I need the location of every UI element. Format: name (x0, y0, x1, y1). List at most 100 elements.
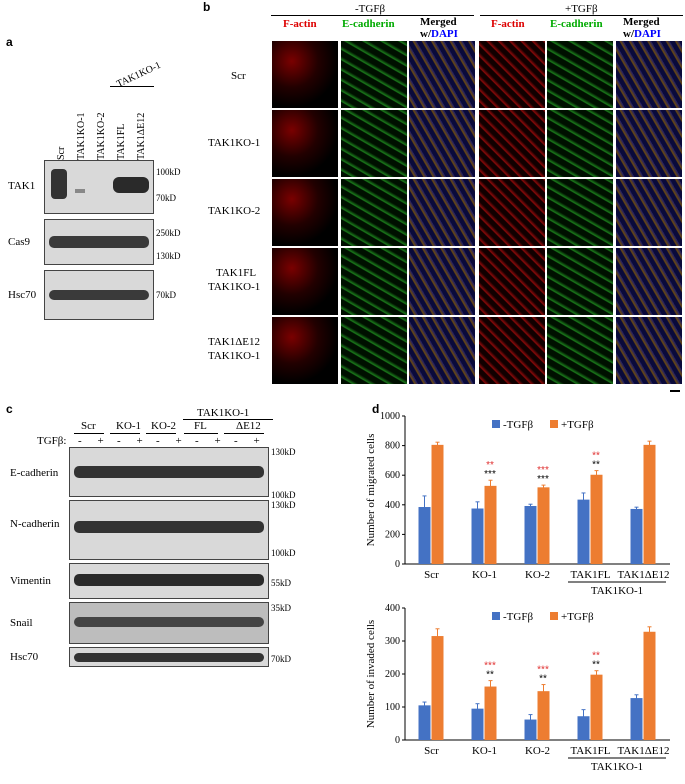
bar (577, 716, 590, 740)
c-tgf-sign: + (175, 435, 182, 447)
bar (630, 698, 643, 740)
bar (484, 485, 497, 564)
significance-red: *** (537, 465, 549, 476)
micrograph-tile (271, 109, 339, 178)
row-label-ko1: TAK1KO-1 (208, 137, 261, 149)
c-sign-row: - + - + - + - + - + (70, 435, 270, 449)
micrograph-tile (271, 40, 339, 109)
panel-label-b: b (203, 0, 211, 14)
group-label: TAK1KO-1 (591, 761, 643, 773)
significance-black: ** (539, 674, 547, 685)
micrograph-tile (408, 247, 477, 316)
chart-invaded: 0 100 200 300 400 Number of invaded cells -TGF… (365, 603, 670, 773)
c-group-ko1: KO-1 (116, 420, 142, 432)
blot-hsc70 (44, 270, 154, 320)
lane-label-tak1ko2: TAK1KO-2 (96, 112, 107, 160)
y-tick-label: 600 (385, 470, 400, 481)
panel-label-d: d (372, 402, 380, 416)
c-group-ko2: KO-2 (151, 420, 177, 432)
bar (418, 705, 431, 740)
blot-hsc70-c (69, 647, 269, 667)
micrograph-tile (339, 247, 408, 316)
c-mw-100: 100kD (271, 490, 296, 500)
micrograph-grid (271, 40, 683, 385)
bar (577, 499, 590, 564)
c-group-fl: FL (194, 420, 207, 432)
c-mw-35: 35kD (271, 603, 291, 613)
x-tick-label: KO-2 (525, 745, 550, 757)
col-factin-1: F-actin (283, 18, 317, 30)
x-tick-label: TAK1FL (570, 745, 610, 757)
micrograph-tile (546, 40, 615, 109)
col-merged-2-dapi: w/DAPI (623, 28, 661, 40)
c-line-1 (74, 433, 104, 434)
mw-70kd: 70kD (156, 193, 176, 203)
x-tick-label: Scr (424, 745, 439, 757)
c-tgf-sign: - (78, 435, 82, 447)
micrograph-tile (615, 178, 683, 247)
c-row-ncadherin: N-cadherin (10, 518, 60, 530)
c-line-4 (184, 433, 218, 434)
bar (524, 505, 537, 564)
c-tgf-sign: - (195, 435, 199, 447)
x-tick-label: KO-2 (525, 569, 550, 581)
bar (524, 719, 537, 740)
lane-label-scr: Scr (56, 146, 67, 160)
y-tick-label: 200 (385, 669, 400, 680)
row-label-fl-ko1: TAK1KO-1 (208, 281, 261, 293)
micrograph-tile (477, 178, 546, 247)
blot-cas9 (44, 219, 154, 265)
legend-swatch (492, 612, 500, 620)
micrograph-tile (271, 316, 339, 385)
x-tick-label: KO-1 (472, 745, 497, 757)
col-factin-2: F-actin (491, 18, 525, 30)
y-axis-label: Number of migrated cells (365, 434, 377, 547)
c-tgf-sign: + (136, 435, 143, 447)
bar (484, 686, 497, 740)
bar (471, 508, 484, 564)
cond-minus-tgfb: -TGFβ (355, 3, 386, 15)
row-label-hsc70: Hsc70 (8, 289, 37, 301)
significance-red: ** (486, 460, 494, 471)
x-tick-label: KO-1 (472, 569, 497, 581)
y-tick-label: 400 (385, 603, 400, 614)
c-group-de12: ΔE12 (236, 420, 261, 432)
bar (418, 507, 431, 564)
blot-tak1 (44, 160, 154, 214)
y-tick-label: 1000 (380, 411, 400, 422)
micrograph-tile (408, 40, 477, 109)
c-tgf-sign: + (253, 435, 260, 447)
c-mw-100b: 100kD (271, 548, 296, 558)
c-row-vimentin: Vimentin (10, 575, 51, 587)
legend-label: -TGFβ (503, 611, 533, 623)
legend-swatch (550, 612, 558, 620)
row-label-fl: TAK1FL (216, 267, 257, 279)
bar (431, 636, 444, 740)
mw-130kd: 130kD (156, 251, 181, 261)
legend-label: +TGFβ (561, 419, 594, 431)
bar (590, 674, 603, 740)
c-tgf-sign: - (156, 435, 160, 447)
micrograph-tile (339, 109, 408, 178)
y-tick-label: 0 (395, 735, 400, 746)
c-row-snail: Snail (10, 617, 33, 629)
c-tgf-sign: + (97, 435, 104, 447)
blot-vimentin (69, 563, 269, 599)
x-tick-label: TAK1ΔE12 (617, 745, 669, 757)
bar (537, 487, 550, 564)
bar (537, 691, 550, 740)
cond-plus-tgfb: +TGFβ (565, 3, 598, 15)
micrograph-tile (408, 109, 477, 178)
y-axis-label: Number of invaded cells (365, 620, 377, 728)
c-line-5 (224, 433, 264, 434)
legend-label: -TGFβ (503, 419, 533, 431)
micrograph-tile (477, 247, 546, 316)
bar (643, 631, 656, 740)
y-tick-label: 100 (385, 702, 400, 713)
mw-70kd-hsc: 70kD (156, 290, 176, 300)
significance-black: ** (486, 670, 494, 681)
group-underline (110, 86, 154, 87)
col-merged-1: Merged (420, 16, 457, 28)
c-line-2 (110, 433, 140, 434)
bar (431, 444, 444, 564)
